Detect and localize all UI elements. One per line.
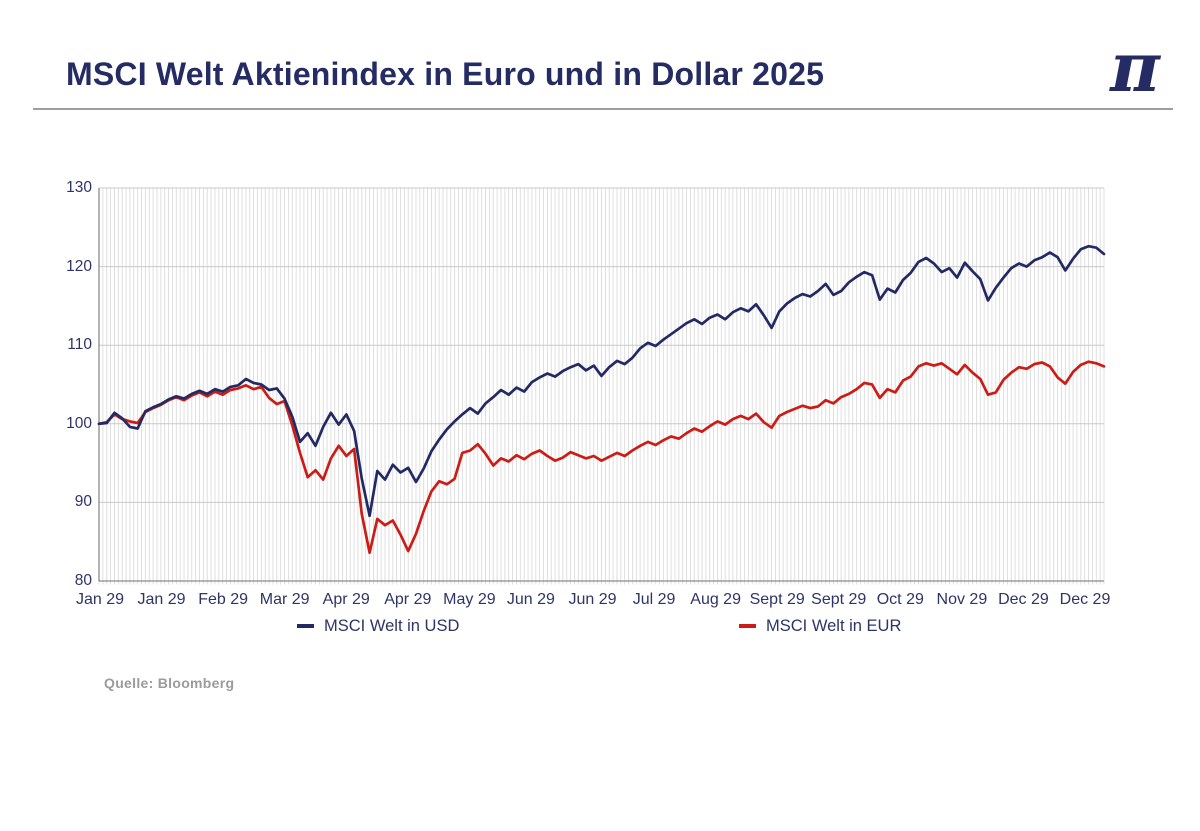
x-tick-label: Jun 29 <box>506 591 555 608</box>
x-tick-label: Nov 29 <box>936 591 988 608</box>
legend-label-eur: MSCI Welt in EUR <box>766 617 902 635</box>
x-tick-label: Jan 29 <box>75 591 125 608</box>
y-tick-label: 100 <box>66 414 92 432</box>
y-tick-label: 130 <box>66 179 92 196</box>
x-tick-label: May 29 <box>443 591 496 608</box>
series-line-usd <box>97 244 1106 518</box>
x-tick-label: Dec 29 <box>1059 591 1111 608</box>
legend-label-usd: MSCI Welt in USD <box>324 617 460 635</box>
source-note: Quelle: Bloomberg <box>104 675 235 691</box>
pi-logo-icon: π <box>1110 28 1160 108</box>
legend-item-usd: MSCI Welt in USD <box>297 616 459 636</box>
x-tick-label: Sept 29 <box>749 591 805 608</box>
x-tick-label: Sept 29 <box>811 591 867 608</box>
y-tick-label: 110 <box>67 336 92 354</box>
x-tick-label: Aug 29 <box>690 591 741 608</box>
header-divider <box>33 108 1173 110</box>
y-tick-label: 80 <box>74 572 92 589</box>
x-tick-label: Dec 29 <box>998 591 1049 608</box>
legend-item-eur: MSCI Welt in EUR <box>739 616 901 636</box>
y-tick-label: 90 <box>74 493 92 511</box>
x-tick-label: Feb 29 <box>198 591 249 608</box>
x-tick-label: Jul 29 <box>632 591 676 608</box>
usd-line-swatch <box>297 624 314 628</box>
x-tick-label: Apr 29 <box>322 591 370 608</box>
x-tick-label: Apr 29 <box>384 591 432 608</box>
y-tick-label: 120 <box>66 257 92 275</box>
x-tick-label: Mar 29 <box>259 591 310 608</box>
x-tick-label: Oct 29 <box>876 591 924 608</box>
x-tick-label: Jan 29 <box>137 591 186 608</box>
eur-line-swatch <box>739 624 756 628</box>
page-title: MSCI Welt Aktienindex in Euro und in Dol… <box>66 56 825 92</box>
series-line-eur <box>97 360 1106 555</box>
x-tick-label: Jun 29 <box>568 591 617 608</box>
